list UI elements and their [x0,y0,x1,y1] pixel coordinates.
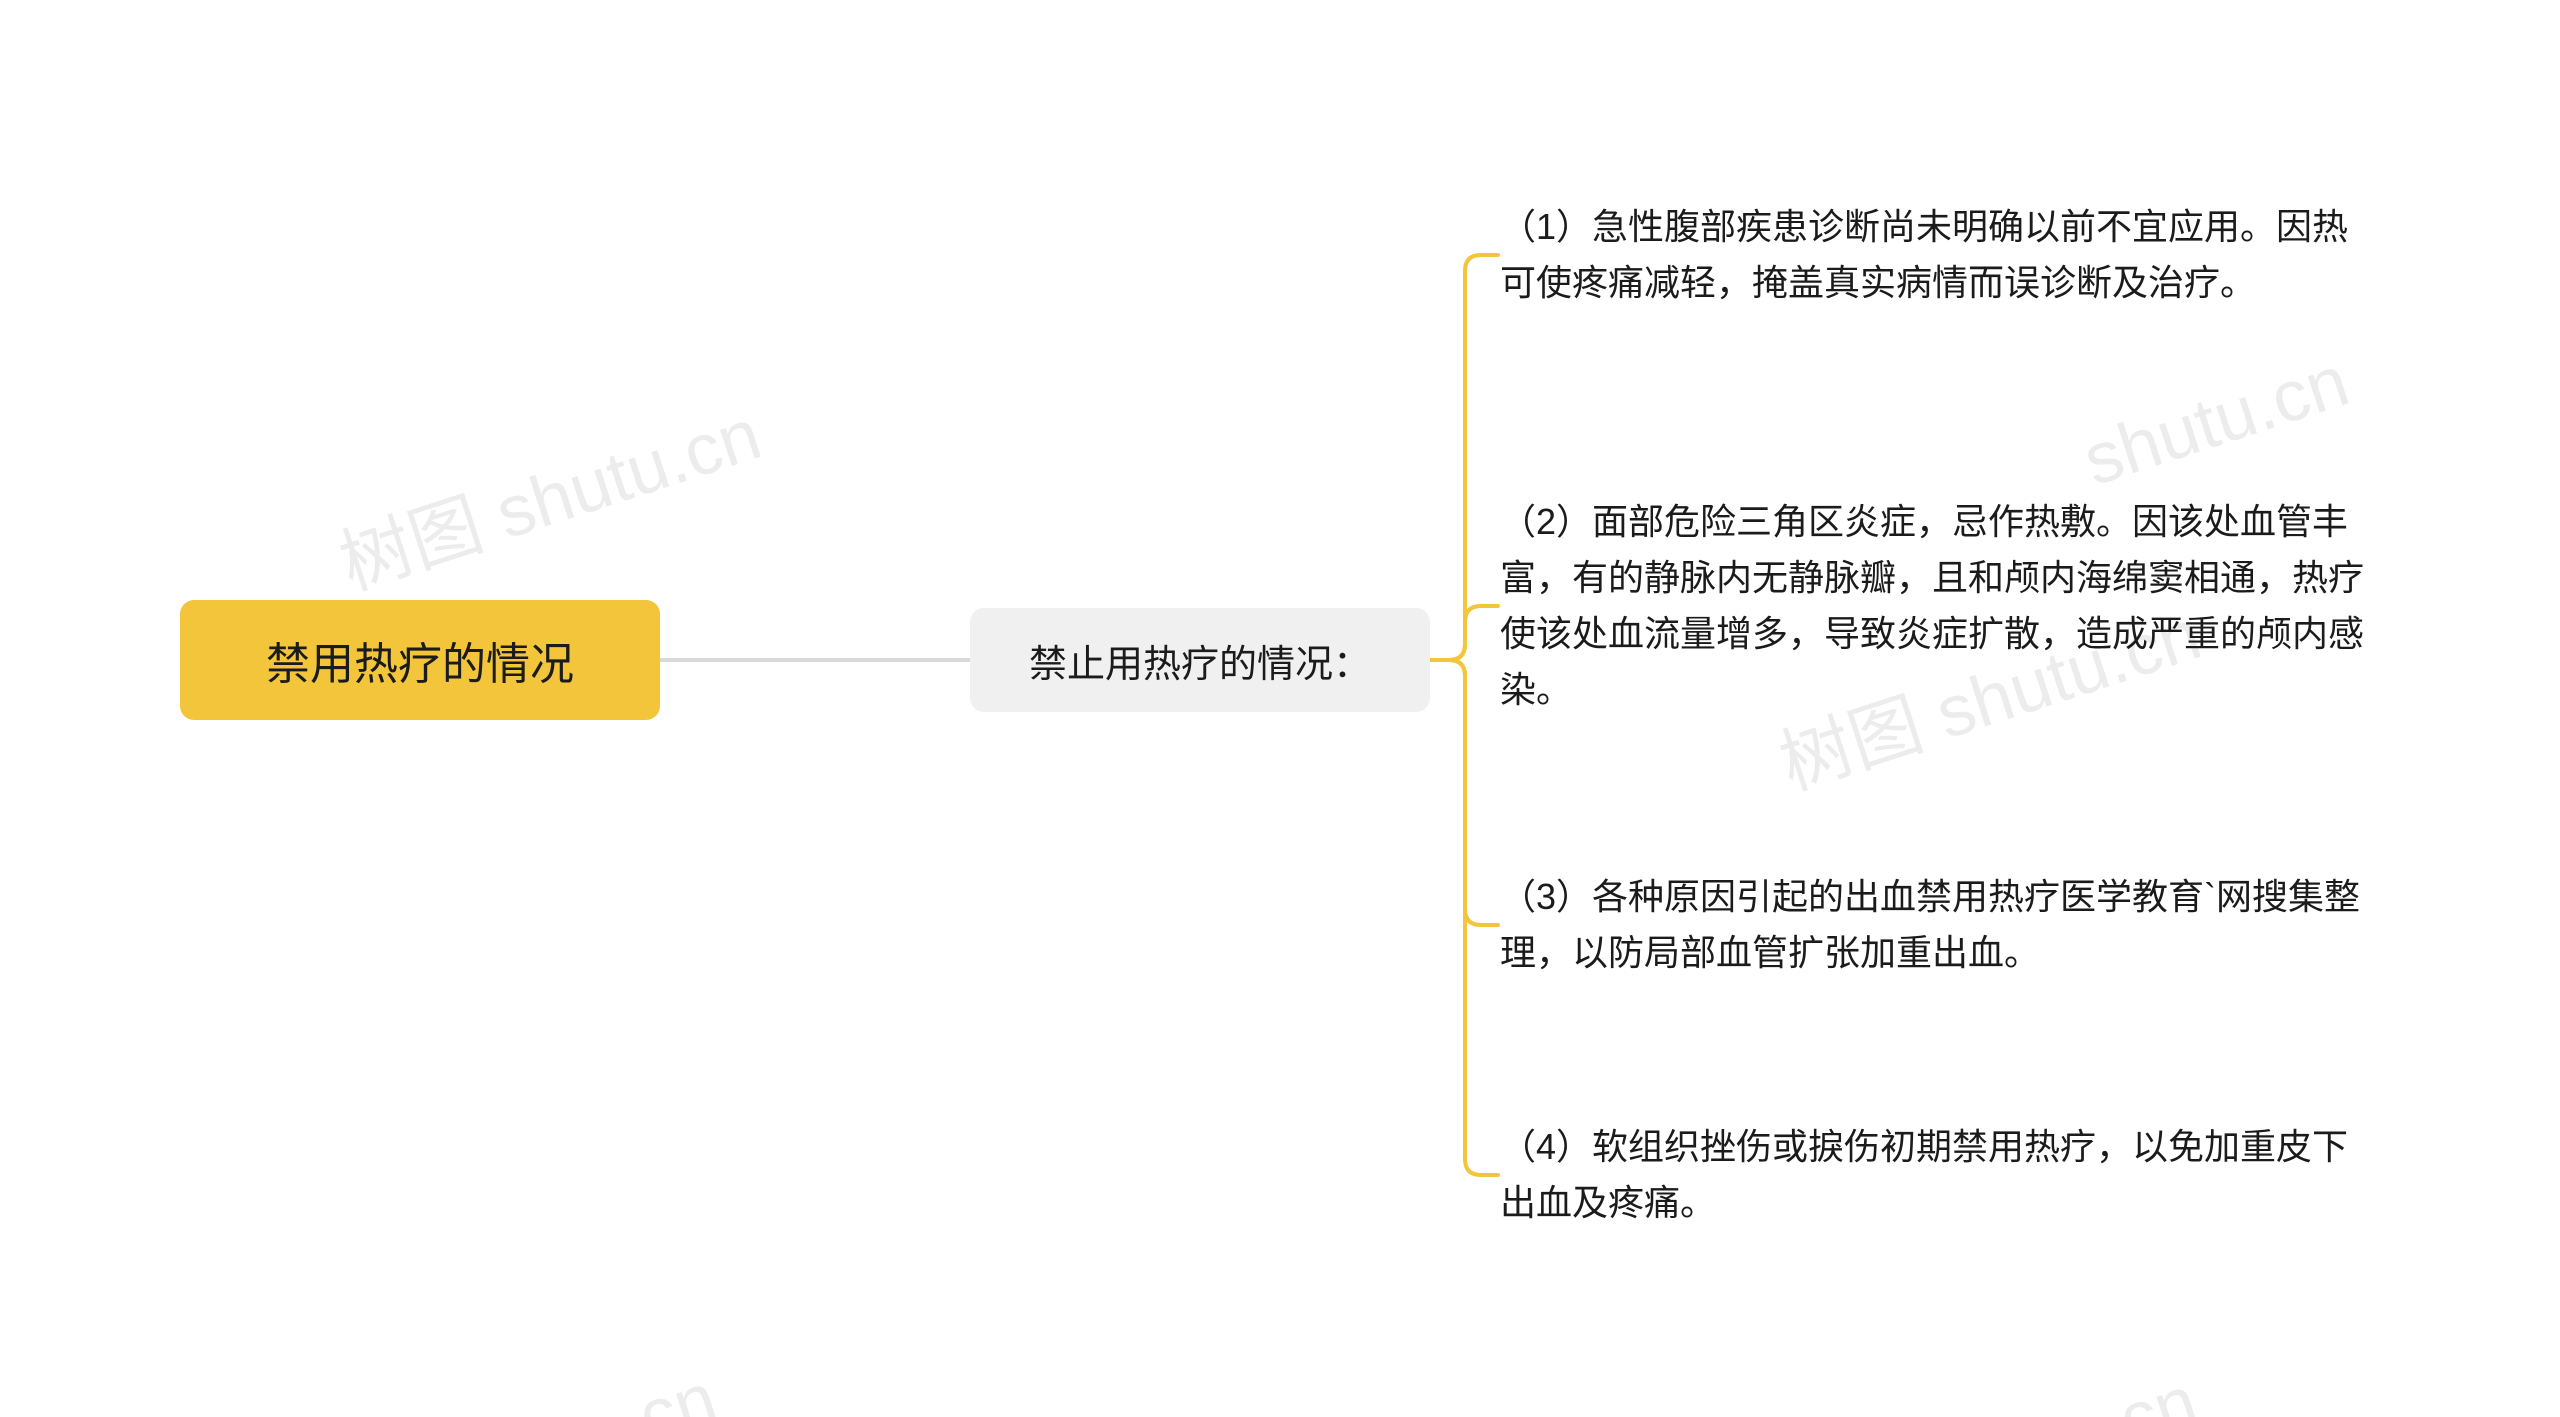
sub-node[interactable]: 禁止用热疗的情况： [970,608,1430,712]
leaf-node[interactable]: （2）面部危险三角区炎症，忌作热敷。因该处血管丰富，有的静脉内无静脉瓣，且和颅内… [1500,496,2370,716]
sub-node-text: 禁止用热疗的情况： [1029,633,1371,688]
leaf-node-text: （1）急性腹部疾患诊断尚未明确以前不宜应用。因热可使疼痛减轻，掩盖真实病情而误诊… [1500,199,2370,311]
leaf-node[interactable]: （4）软组织挫伤或捩伤初期禁用热疗，以免加重皮下出血及疼痛。 [1500,1120,2370,1230]
leaf-node-text: （3）各种原因引起的出血禁用热疗医学教育`网搜集整理，以防局部血管扩张加重出血。 [1500,869,2370,981]
leaf-node-text: （2）面部危险三角区炎症，忌作热敷。因该处血管丰富，有的静脉内无静脉瓣，且和颅内… [1500,494,2370,717]
leaf-node[interactable]: （3）各种原因引起的出血禁用热疗医学教育`网搜集整理，以防局部血管扩张加重出血。 [1500,870,2370,980]
root-node-text: 禁用热疗的情况 [266,628,574,692]
leaf-node-text: （4）软组织挫伤或捩伤初期禁用热疗，以免加重皮下出血及疼痛。 [1500,1119,2370,1231]
leaf-node[interactable]: （1）急性腹部疾患诊断尚未明确以前不宜应用。因热可使疼痛减轻，掩盖真实病情而误诊… [1500,180,2370,330]
root-node[interactable]: 禁用热疗的情况 [180,600,660,720]
